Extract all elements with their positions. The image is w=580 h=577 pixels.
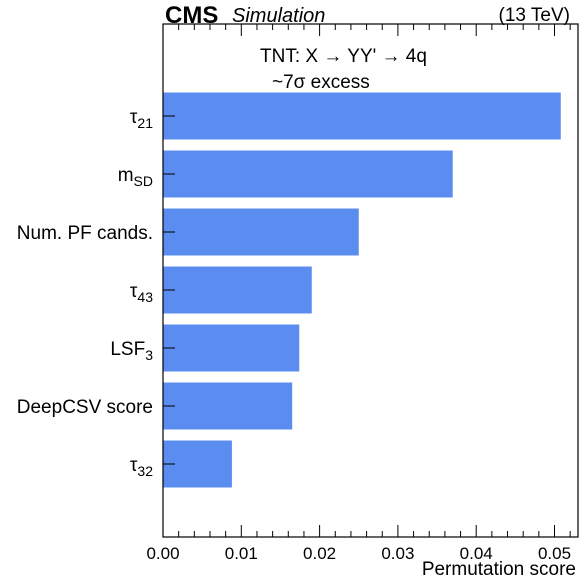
bar [163, 324, 300, 372]
category-tick-label: DeepCSV score [17, 397, 153, 418]
x-tick-label: 0.04 [460, 544, 493, 563]
x-tick-label: 0.01 [225, 544, 258, 563]
x-tick-label: 0.03 [381, 544, 414, 563]
process-annotation: TNT: X → YY' → 4q [260, 46, 427, 67]
x-axis-label: Permutation score [422, 559, 576, 577]
bar [163, 208, 359, 256]
category-tick-label: mSD [118, 165, 153, 189]
plot-frame [162, 23, 579, 538]
category-tick-label: Num. PF cands. [17, 223, 153, 244]
simulation-label: Simulation [232, 5, 326, 27]
category-tick-label: τ21 [130, 107, 153, 131]
bar [163, 382, 293, 430]
bar [163, 266, 312, 314]
x-tick-label: 0.00 [146, 544, 179, 563]
x-tick-label: 0.02 [303, 544, 336, 563]
category-tick-label: τ43 [130, 281, 153, 305]
x-tick-label: 0.05 [538, 544, 571, 563]
excess-annotation: ~7σ excess [272, 72, 370, 93]
bar [163, 150, 453, 198]
category-tick-label: LSF3 [110, 339, 153, 363]
bar [163, 92, 561, 140]
category-tick-label: τ32 [130, 455, 153, 479]
energy-label: (13 TeV) [498, 5, 570, 26]
